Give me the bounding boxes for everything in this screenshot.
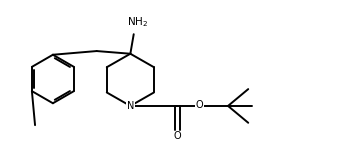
Text: O: O (196, 100, 203, 110)
Text: O: O (174, 131, 181, 141)
Text: N: N (127, 101, 134, 111)
Text: NH$_2$: NH$_2$ (126, 16, 148, 30)
